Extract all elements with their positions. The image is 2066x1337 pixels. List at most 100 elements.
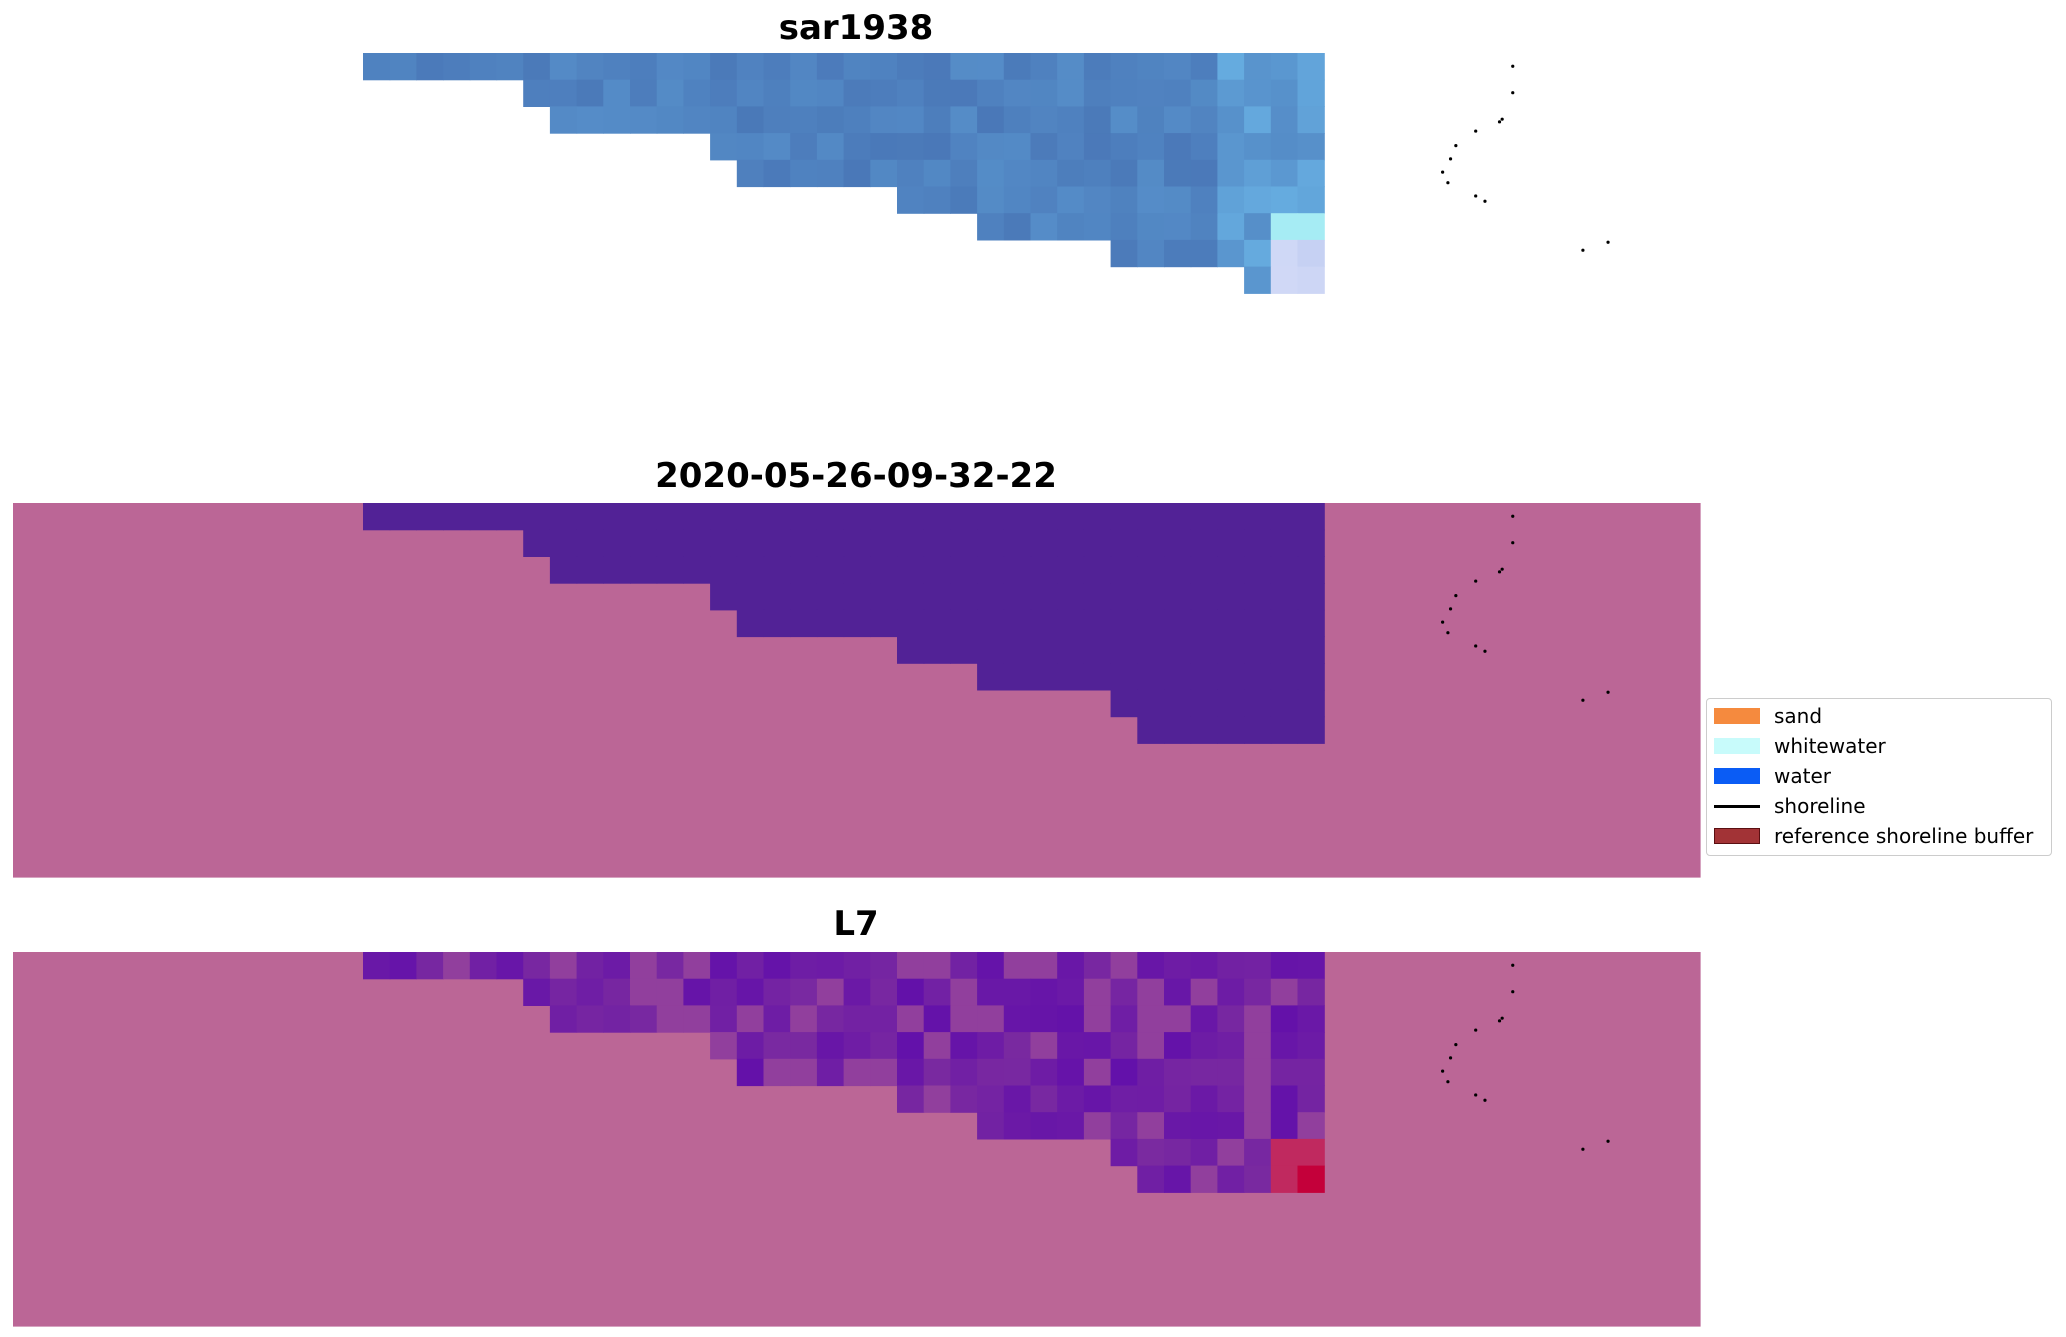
water-pixel <box>977 663 1005 691</box>
l7-pixel <box>1217 1005 1245 1033</box>
l7-pixel <box>870 1058 898 1087</box>
sar-pixel <box>977 186 1005 214</box>
shoreline-point <box>1606 1139 1610 1143</box>
l7-pixel <box>790 1058 818 1087</box>
l7-pixel <box>1217 952 1245 980</box>
sar-pixel <box>683 106 711 134</box>
sar-pixel <box>790 159 818 188</box>
sar-pixel <box>1164 159 1192 188</box>
sar-pixel <box>1297 106 1325 134</box>
water-pixel <box>763 609 791 638</box>
water-pixel <box>736 503 765 531</box>
sar-pixel <box>897 186 925 214</box>
water-pixel <box>763 583 791 611</box>
l7-pixel <box>1244 1112 1272 1140</box>
l7-pixel <box>1217 1032 1245 1060</box>
water-pixel <box>1217 556 1245 584</box>
sar-pixel <box>1244 133 1272 161</box>
shoreline-point <box>1454 144 1458 148</box>
l7-pixel <box>816 952 845 980</box>
sar-pixel <box>1190 239 1218 268</box>
sar-pixel <box>1164 133 1192 161</box>
l7-pixel <box>576 978 604 1006</box>
l7-pixel <box>630 952 658 980</box>
l7-pixel <box>897 1032 925 1060</box>
sar-pixel <box>790 106 818 134</box>
l7-pixel <box>683 952 711 980</box>
sar-pixel <box>630 53 658 81</box>
legend-label-sand: sand <box>1774 704 1823 728</box>
l7-pixel <box>1110 1058 1138 1087</box>
water-pixel <box>1164 609 1192 638</box>
l7-pixel <box>870 978 898 1006</box>
shoreline-point <box>1474 579 1478 583</box>
l7-pixel <box>1297 978 1325 1006</box>
shoreline-point <box>1448 1056 1453 1060</box>
sar-pixel <box>843 79 871 107</box>
water-pixel <box>1057 556 1085 584</box>
water-pixel <box>1190 583 1218 611</box>
water-pixel <box>549 556 578 584</box>
sar-pixel <box>1244 79 1272 107</box>
l7-pixel <box>1003 1032 1032 1060</box>
sar-pixel <box>736 106 765 134</box>
l7-pixel <box>1244 1085 1272 1113</box>
l7-pixel <box>1244 1165 1272 1193</box>
l7-pixel <box>1003 1058 1032 1087</box>
sar-pixel <box>1244 186 1272 214</box>
sar-pixel <box>1030 186 1058 214</box>
sar-pixel <box>1164 186 1192 214</box>
water-pixel <box>1030 529 1058 557</box>
l7-pixel <box>950 1032 978 1060</box>
water-pixel <box>523 503 551 531</box>
sar-pixel <box>1297 213 1325 241</box>
water-pixel <box>843 529 871 557</box>
l7-pixel <box>443 952 471 980</box>
shoreline-point <box>1454 1043 1458 1047</box>
l7-pixel <box>1164 1005 1192 1033</box>
sar-pixel <box>1270 53 1299 81</box>
l7-pixel <box>1270 1112 1299 1140</box>
water-pixel <box>977 556 1005 584</box>
l7-pixel <box>1190 1005 1218 1033</box>
l7-pixel <box>549 952 578 980</box>
water-pixel <box>897 609 925 638</box>
sar-pixel <box>897 133 925 161</box>
legend-label-shoreline: shoreline <box>1774 794 1866 818</box>
l7-pixel <box>1110 952 1138 980</box>
sar-pixel <box>603 79 631 107</box>
water-pixel <box>1003 556 1032 584</box>
shoreline-point <box>1511 990 1515 994</box>
l7-pixel <box>923 1005 951 1033</box>
shoreline-point <box>1511 514 1515 518</box>
shoreline-point <box>1446 631 1450 635</box>
l7-pixel <box>1217 1138 1245 1167</box>
water-pixel <box>1217 609 1245 638</box>
sar-pixel <box>790 53 818 81</box>
water-pixel <box>363 503 391 531</box>
sar-pixel <box>1110 106 1138 134</box>
water-pixel <box>1244 556 1272 584</box>
sar-pixel <box>897 159 925 188</box>
shoreline-point <box>1483 649 1487 653</box>
l7-pixel <box>736 1005 765 1033</box>
sar-pixel <box>1270 186 1299 214</box>
sar-pixel <box>897 79 925 107</box>
water-pixel <box>1297 689 1325 718</box>
l7-pixel <box>1083 1005 1112 1033</box>
sar-pixel <box>923 79 951 107</box>
l7-pixel <box>897 978 925 1006</box>
water-pixel <box>1137 689 1165 718</box>
l7-pixel <box>1164 952 1192 980</box>
l7-pixel <box>1270 1058 1299 1087</box>
water-pixel <box>1244 716 1272 744</box>
sar-pixel <box>1217 186 1245 214</box>
water-pixel <box>603 556 631 584</box>
water-pixel <box>763 503 791 531</box>
sar-pixel <box>1244 53 1272 81</box>
l7-pixel <box>683 978 711 1006</box>
water-pixel <box>389 503 417 531</box>
l7-pixel <box>603 952 631 980</box>
water-pixel <box>549 529 578 557</box>
sar-pixel <box>1137 159 1165 188</box>
